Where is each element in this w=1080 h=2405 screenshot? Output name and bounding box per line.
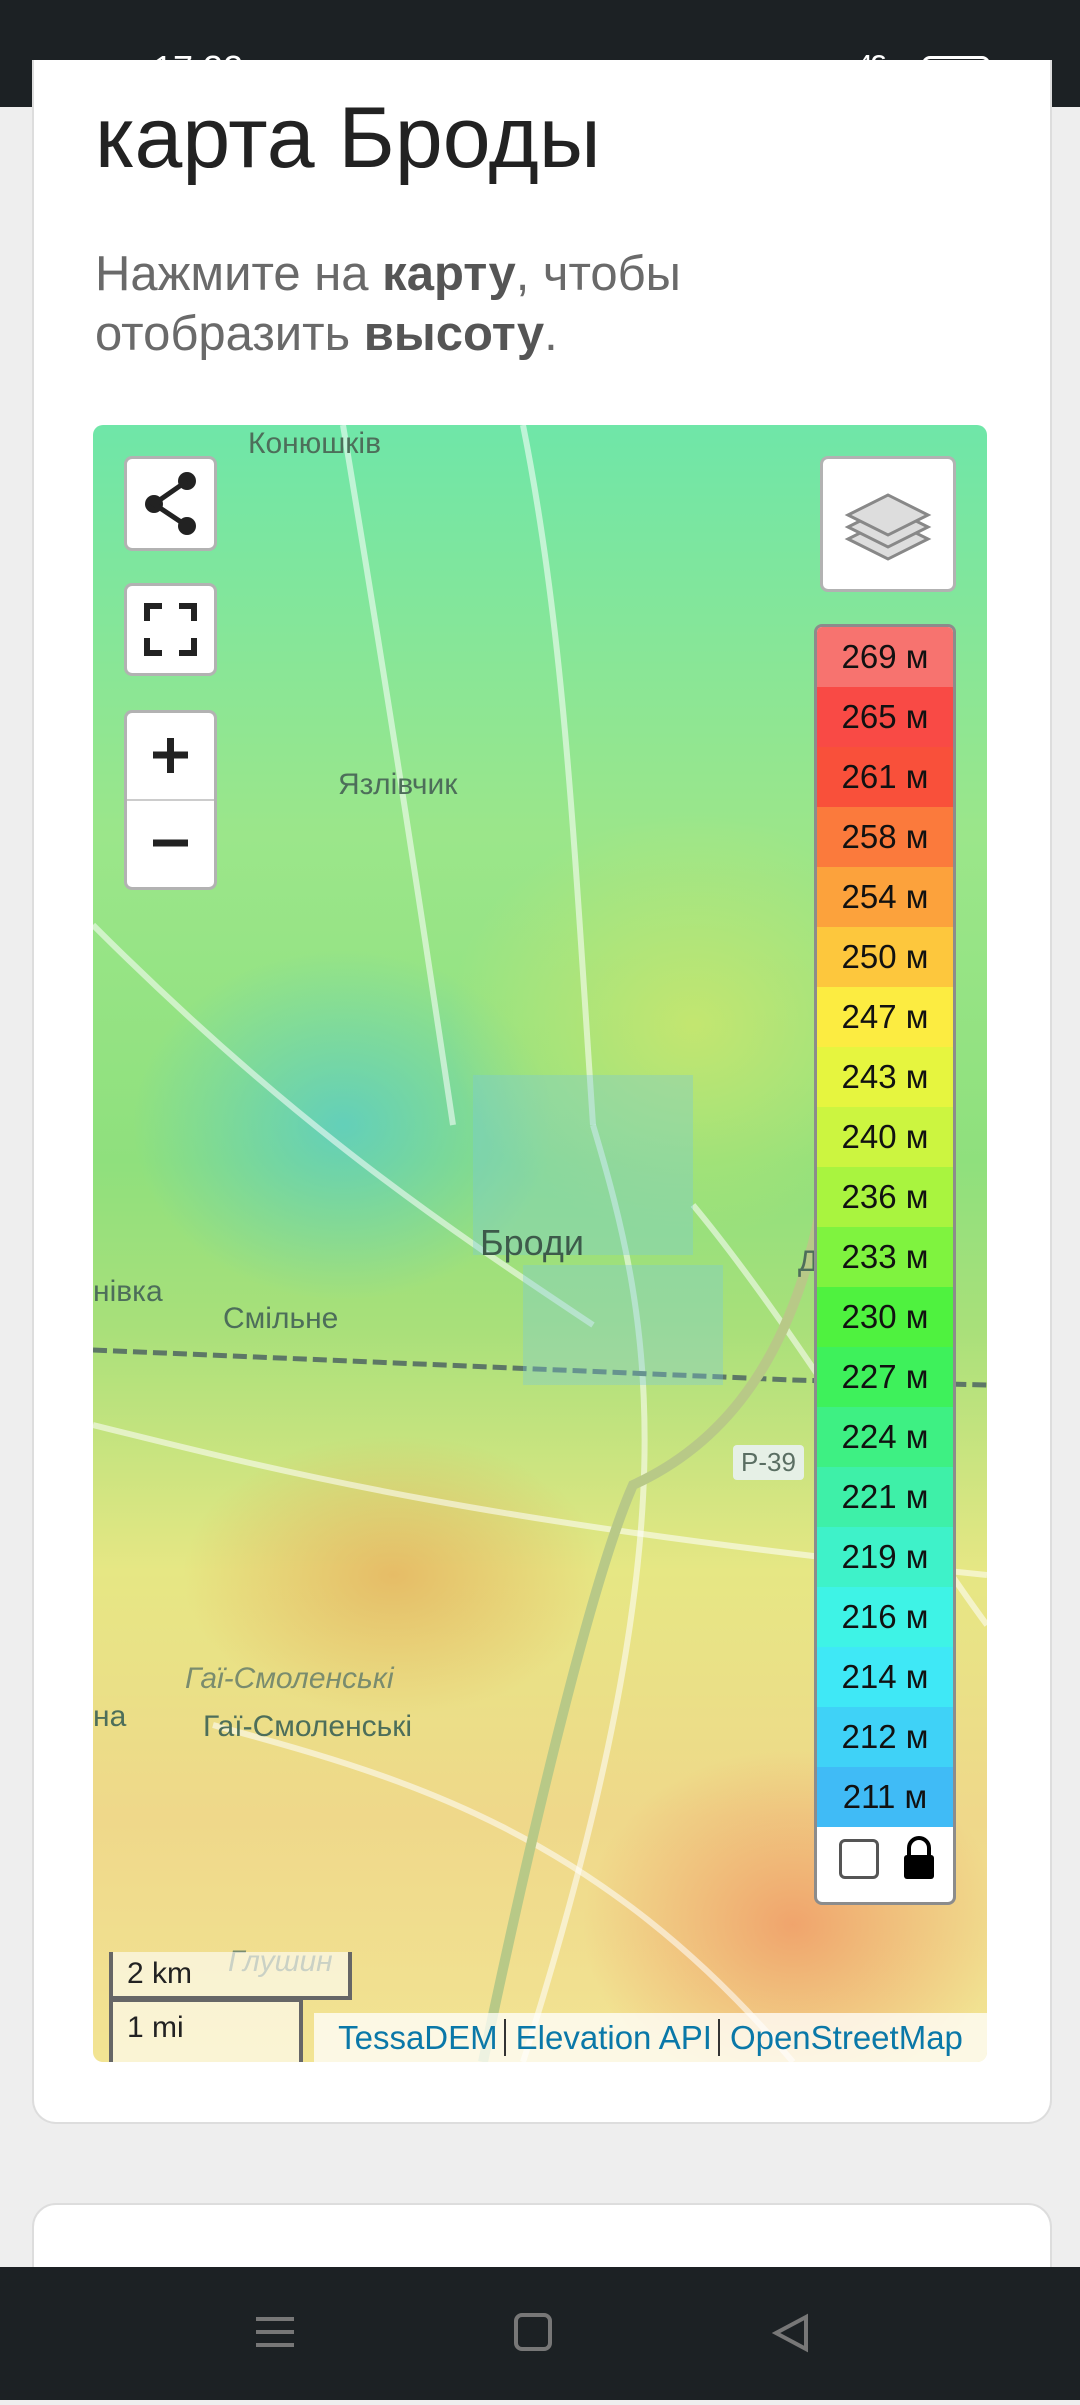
legend-level: 224 м (817, 1407, 953, 1467)
navigation-bar (0, 2267, 1080, 2400)
attribution: TessaDEM Elevation API OpenStreetMap (314, 2013, 987, 2062)
scale-imperial: 1 mi (109, 1998, 303, 2062)
legend-level: 254 м (817, 867, 953, 927)
place-label: Д (798, 1245, 819, 1278)
legend-level: 227 м (817, 1347, 953, 1407)
share-icon (145, 472, 196, 535)
text: . (544, 307, 558, 361)
legend-level: 236 м (817, 1167, 953, 1227)
nav-icons (256, 2313, 808, 2353)
legend-level: 214 м (817, 1647, 953, 1707)
lock-icon[interactable] (901, 1835, 937, 1881)
legend-level: 265 м (817, 687, 953, 747)
place-label: Броди (480, 1222, 584, 1263)
place-label: Смільне (223, 1302, 339, 1335)
text-bold: высоту (363, 307, 545, 361)
legend-level: 243 м (817, 1047, 953, 1107)
road-label: Р-39 (733, 1445, 804, 1480)
zoom-control (124, 710, 217, 890)
fullscreen-icon (144, 603, 197, 656)
legend-level: 221 м (817, 1467, 953, 1527)
text: Нажмите на (95, 247, 383, 301)
scale-metric: 2 km (109, 1952, 352, 2000)
link[interactable]: OpenStreetMap (717, 2019, 963, 2056)
legend-level: 247 м (817, 987, 953, 1047)
place-label: Гаї-Смоленські (185, 1662, 394, 1695)
legend-level: 219 м (817, 1527, 953, 1587)
place-label: Гаї-Смоленські (203, 1710, 413, 1743)
place-label: Конюшків (248, 427, 382, 460)
link[interactable]: TessaDEM (338, 2019, 498, 2056)
legend-level: 216 м (817, 1587, 953, 1647)
text: , чтобы отобразить (95, 247, 681, 361)
legend-level: 258 м (817, 807, 953, 867)
heading: карта Броды (95, 90, 601, 186)
legend-level: 261 м (817, 747, 953, 807)
map-roads (93, 425, 987, 2062)
legend-level: 250 м (817, 927, 953, 987)
layers-button[interactable] (820, 456, 956, 592)
text-bold: карту (382, 247, 516, 301)
legend-level: 269 м (817, 627, 953, 687)
legend-level: 212 м (817, 1707, 953, 1767)
link[interactable]: Elevation API (503, 2019, 712, 2056)
legend-level: 230 м (817, 1287, 953, 1347)
share-button[interactable] (124, 456, 217, 551)
legend-level: 240 м (817, 1107, 953, 1167)
elevation-legend: 269 м 265 м 261 м 258 м 254 м 250 м 247 м 243 м… (814, 624, 956, 1905)
legend-level: 211 м (817, 1767, 953, 1827)
zoom-icons (127, 738, 214, 847)
legend-level: 233 м (817, 1227, 953, 1287)
place-label: на (93, 1700, 127, 1733)
fullscreen-button[interactable] (124, 583, 217, 676)
place-label: нівка (93, 1275, 163, 1308)
checkbox[interactable] (839, 1839, 879, 1879)
layers-icon (844, 493, 932, 561)
place-label: Язлівчик (338, 768, 458, 801)
instruction: Нажмите на карту, чтобы отобразить высот… (95, 244, 795, 364)
elevation-map[interactable]: Конюшків Язлівчик Броди Смільне нівка Га… (93, 425, 987, 2062)
